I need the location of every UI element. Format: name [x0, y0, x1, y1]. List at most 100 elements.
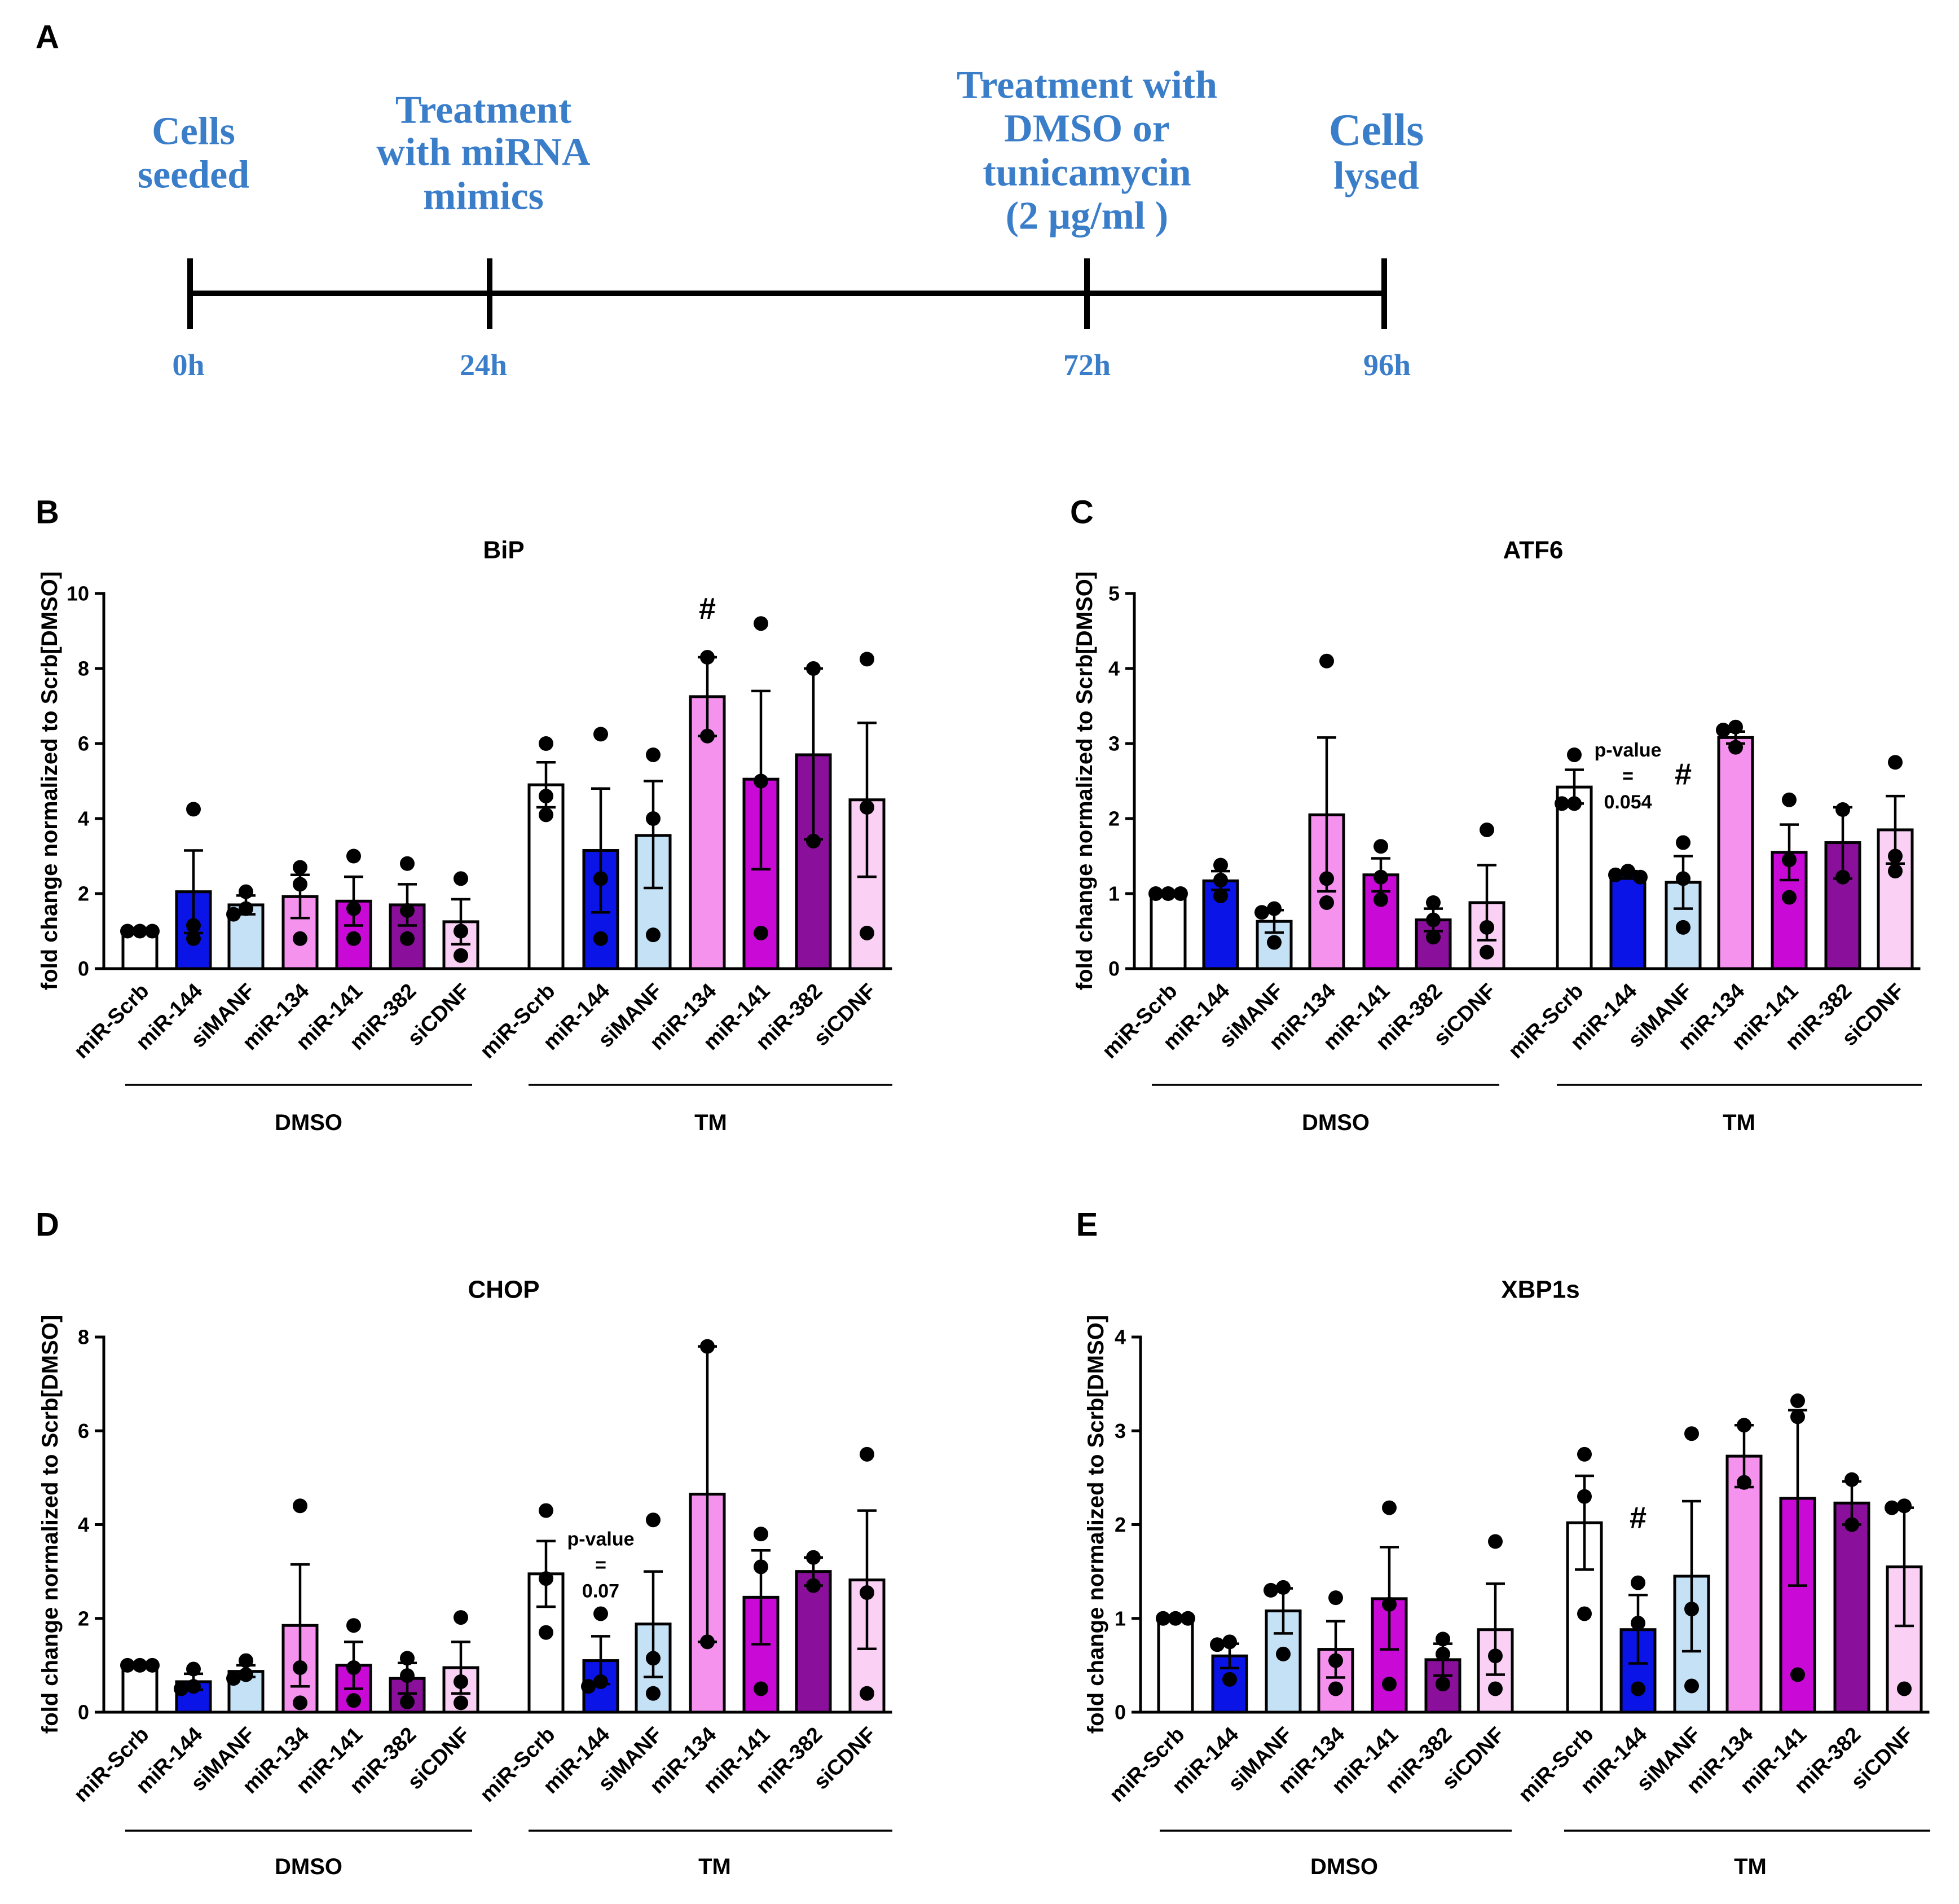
data-point: [293, 1660, 307, 1676]
chart-xbp1s: E XBP1s fold change normalized to Scrb[DMS…: [1076, 1207, 1930, 1879]
data-point: [1319, 871, 1334, 886]
significance-annotation: 0.07: [582, 1580, 619, 1602]
data-point: [1790, 1667, 1805, 1682]
data-point: [346, 901, 361, 916]
data-point: [1480, 822, 1494, 837]
data-point: [539, 1625, 553, 1640]
data-point: [454, 924, 468, 939]
panel-label: A: [36, 19, 59, 56]
data-point: [346, 1693, 361, 1708]
group-label: TM: [1723, 1110, 1755, 1135]
y-tick-label: 6: [78, 732, 89, 755]
data-point: [806, 1550, 821, 1565]
y-tick-label: 0: [78, 1701, 89, 1724]
y-tick-label: 2: [78, 1607, 89, 1630]
error-bar: [1682, 1500, 1701, 1653]
error-bar: [1317, 736, 1336, 893]
data-point: [1210, 1637, 1225, 1652]
data-point: [1737, 1475, 1751, 1490]
data-point: [1577, 1446, 1592, 1462]
panel-label: E: [1076, 1207, 1098, 1243]
data-point: [1480, 920, 1494, 935]
data-point: [1728, 740, 1743, 755]
data-point: [1436, 1632, 1450, 1647]
data-point: [454, 1610, 468, 1625]
data-point: [186, 918, 201, 933]
data-point: [293, 877, 307, 892]
group-label: TM: [694, 1110, 727, 1135]
data-point: [1168, 1611, 1183, 1626]
data-point: [239, 884, 253, 899]
data-point: [1716, 723, 1731, 738]
data-point: [1608, 867, 1623, 882]
timeline-time-label: 24h: [460, 348, 507, 382]
timeline-event-label: Cells: [1329, 105, 1424, 155]
x-tick-label: miR-Scrb: [69, 1723, 153, 1807]
data-point: [400, 1694, 415, 1709]
significance-annotation: p-value: [567, 1528, 634, 1550]
bar: [1317, 1648, 1354, 1714]
y-tick-label: 4: [78, 807, 89, 830]
data-point: [1276, 1580, 1291, 1595]
error-bar: [1326, 1620, 1345, 1679]
data-point: [1276, 1646, 1291, 1661]
y-axis-label: fold change normalized to Scrb[DMSO]: [38, 1315, 63, 1734]
data-point: [1835, 802, 1850, 817]
significance-annotation: =: [1622, 766, 1634, 787]
data-point: [1567, 747, 1582, 762]
timeline-event-label: mimics: [423, 175, 544, 218]
timeline-event-label: with miRNA: [376, 131, 591, 174]
data-point: [1426, 895, 1441, 910]
data-point: [1267, 901, 1282, 916]
y-tick-label: 2: [1108, 807, 1120, 830]
data-point: [593, 871, 608, 886]
y-axis-label: fold change normalized to Scrb[DMSO]: [1084, 1315, 1108, 1734]
data-point: [120, 924, 135, 939]
data-point: [1426, 912, 1441, 927]
data-point: [1319, 895, 1334, 910]
x-tick-label: miR-Scrb: [476, 979, 560, 1063]
data-point: [1173, 886, 1188, 901]
data-point: [1555, 796, 1569, 811]
data-point: [1676, 835, 1691, 850]
data-point: [186, 1679, 201, 1694]
data-point: [1480, 944, 1494, 960]
data-point: [1382, 1597, 1397, 1612]
data-point: [400, 931, 415, 946]
y-tick-label: 10: [67, 582, 89, 605]
data-point: [806, 1578, 821, 1593]
y-tick-label: 5: [1108, 582, 1120, 605]
data-point: [293, 931, 307, 946]
data-point: [1684, 1426, 1699, 1441]
data-point: [454, 1674, 468, 1689]
data-point: [1737, 1418, 1751, 1433]
data-point: [1488, 1534, 1503, 1549]
data-point: [754, 1527, 768, 1542]
y-tick-label: 2: [78, 882, 89, 905]
data-point: [539, 1503, 553, 1518]
data-point: [754, 1681, 768, 1696]
chart-title: XBP1s: [1501, 1276, 1579, 1304]
panel-label: B: [36, 494, 59, 531]
data-point: [1373, 892, 1388, 907]
data-point: [186, 931, 201, 946]
data-point: [226, 907, 241, 922]
data-point: [1888, 755, 1903, 770]
error-bar: [644, 780, 663, 890]
x-tick-label: miR-Scrb: [1504, 979, 1588, 1063]
bar: [1556, 785, 1593, 970]
data-point: [1267, 935, 1282, 950]
data-point: [1782, 792, 1797, 807]
data-point: [860, 1446, 874, 1462]
data-point: [1684, 1678, 1699, 1694]
data-point: [539, 1571, 553, 1586]
data-point: [1436, 1646, 1450, 1661]
data-point: [1888, 864, 1903, 879]
data-point: [454, 1695, 468, 1710]
group-label: TM: [698, 1854, 731, 1879]
significance-annotation: #: [1630, 1501, 1647, 1535]
data-point: [700, 1634, 715, 1650]
data-point: [1382, 1677, 1397, 1692]
timeline-time-label: 96h: [1363, 348, 1411, 382]
data-point: [1885, 1500, 1899, 1515]
